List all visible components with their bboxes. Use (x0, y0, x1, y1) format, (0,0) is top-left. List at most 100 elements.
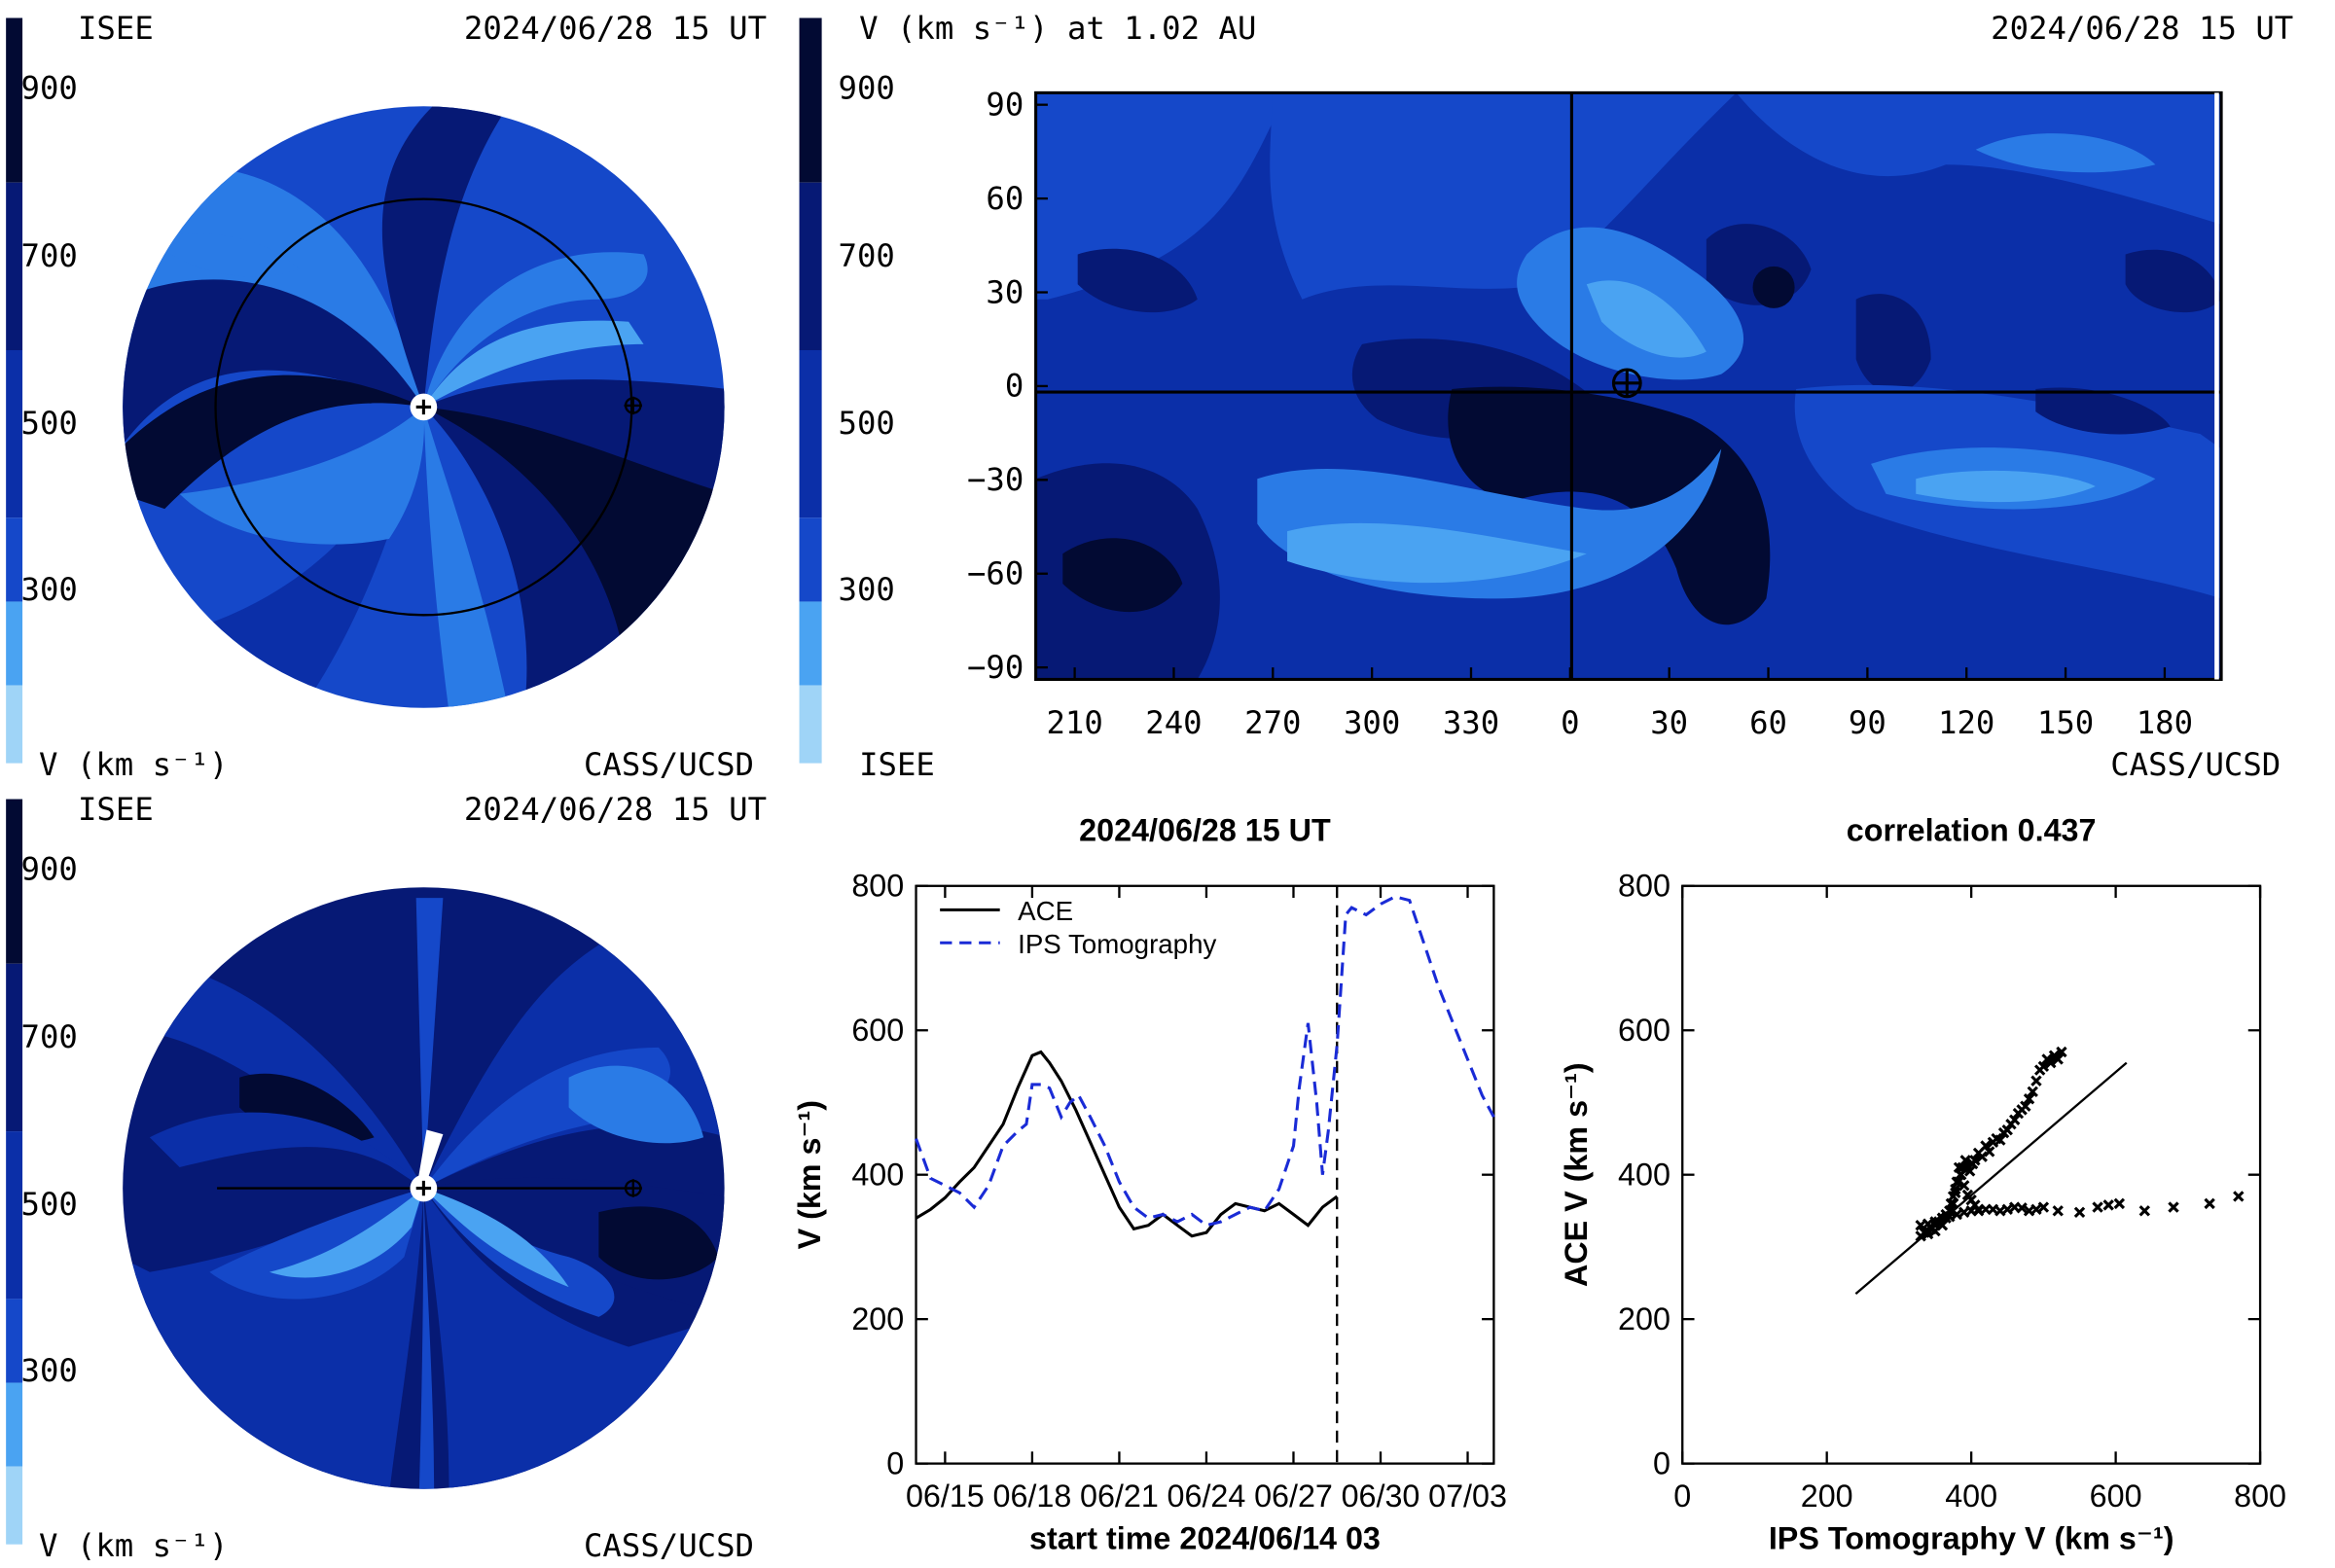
map-x-axis: 210 240 270 300 330 0 30 60 90 120 150 180 (1046, 667, 2193, 741)
sc-point-marker (1940, 1212, 1952, 1224)
cbar2-tick-900: 900 (839, 70, 895, 107)
sc-point-marker (2045, 1056, 2057, 1069)
sc-point-marker (2204, 1197, 2215, 1210)
ts-x-tick-label: 06/30 (1342, 1479, 1420, 1514)
ts-y-tick-label: 200 (851, 1301, 904, 1336)
sc-point-marker (2001, 1203, 2013, 1216)
panel-time-series: 2024/06/28 15 UT V (km s⁻¹) start time 2… (792, 813, 1507, 1556)
sc-x-tick-label: 0 (1673, 1479, 1691, 1514)
sc-point-marker (1922, 1228, 1934, 1240)
ts-x-tick-label: 07/03 (1428, 1479, 1507, 1514)
sc-x-tick-label: 600 (2090, 1479, 2142, 1514)
ts-y-tick-label: 600 (851, 1013, 904, 1048)
earth-position-icon (1611, 368, 1642, 399)
sc-point-marker (2027, 1086, 2038, 1098)
bl-org-label-left: ISEE (78, 791, 154, 828)
sc-point-marker (2052, 1053, 2064, 1065)
sc-point-marker (1984, 1146, 1995, 1158)
org-label-left: ISEE (78, 10, 154, 47)
sc-x-tick-label: 800 (2234, 1479, 2286, 1514)
sc-point-marker (2052, 1205, 2064, 1217)
map-x-tick-label: 330 (1443, 704, 1499, 741)
sc-point-marker (1969, 1155, 1981, 1166)
sc-point-marker (2016, 1202, 2028, 1214)
bl-units-label: V (km s⁻¹) (39, 1527, 228, 1564)
sc-xlabel: IPS Tomography V (km s⁻¹) (1769, 1520, 2174, 1555)
sc-fit-line (1854, 1061, 2128, 1296)
sc-point-marker (2030, 1075, 2042, 1087)
ts-x-tick-label: 06/21 (1080, 1479, 1159, 1514)
sun-plus-icon (415, 399, 432, 415)
sc-point-marker (2073, 1206, 2086, 1218)
ts-ylabel: V (km s⁻¹) (792, 1100, 827, 1249)
cbar2-tick-700: 700 (839, 237, 895, 274)
map-x-tick-label: 270 (1244, 704, 1301, 741)
units-label: V (km s⁻¹) (39, 746, 228, 783)
map-y-tick-label: −60 (967, 555, 1024, 592)
sc-point-marker (1963, 1165, 1976, 1177)
map-date: 2024/06/28 15 UT (1991, 10, 2293, 47)
cbar3-tick-700: 700 (21, 1018, 78, 1055)
map-x-tick-label: 60 (1749, 704, 1787, 741)
panel-top-right: 900 700 500 300 V (km s⁻¹) at 1.02 AU 20… (799, 10, 2293, 783)
sc-point-marker (2092, 1201, 2103, 1213)
ts-title: 2024/06/28 15 UT (1079, 813, 1331, 848)
sc-y-tick-label: 800 (1618, 869, 1670, 904)
sc-frame (1681, 884, 2262, 1465)
colorbar-left-top (6, 18, 23, 764)
map-y-tick-label: 90 (986, 86, 1024, 123)
cbar2-tick-500: 500 (839, 405, 895, 442)
sc-point-marker (2001, 1123, 2013, 1136)
sc-points (1915, 1046, 2245, 1242)
sc-point-marker (1944, 1205, 1956, 1217)
sc-point-marker (1951, 1176, 1963, 1188)
sc-point-marker (1936, 1219, 1949, 1231)
sc-point-marker (2102, 1199, 2114, 1211)
cbar-tick-700: 700 (21, 237, 78, 274)
legend-ips-label: IPS Tomography (1018, 929, 1216, 959)
map-y-tick-label: 30 (986, 273, 1024, 310)
sc-point-marker (1976, 1151, 1988, 1162)
map-title: V (km s⁻¹) at 1.02 AU (859, 10, 1256, 47)
map-x-tick-label: 120 (1938, 704, 1994, 741)
sc-point-marker (2138, 1205, 2151, 1217)
org-label-right: CASS/UCSD (584, 746, 754, 783)
cbar-tick-300: 300 (21, 571, 78, 608)
sc-title: correlation 0.437 (1847, 813, 2097, 848)
colorbar-right-top (799, 18, 822, 764)
map-x-tick-label: 210 (1046, 704, 1102, 741)
sc-y-tick-label: 0 (1653, 1445, 1670, 1480)
ts-axes: 800 600 400 200 006/15 06/18 06/21 06/24 06/27 06… (851, 869, 1507, 1515)
sc-point-marker (2023, 1093, 2035, 1105)
ts-x-tick-label: 06/15 (906, 1479, 985, 1514)
ts-x-tick-label: 06/27 (1254, 1479, 1333, 1514)
sc-point-marker (1972, 1203, 1985, 1216)
sc-point-marker (2037, 1201, 2050, 1213)
panel-scatter: correlation 0.437 ACE V (km s⁻¹) IPS Tom… (1559, 813, 2286, 1556)
sc-point-marker (2030, 1203, 2042, 1216)
bl-sun-plus-icon (415, 1180, 432, 1196)
sc-point-marker (2168, 1201, 2179, 1213)
ts-y-tick-label: 400 (851, 1157, 904, 1192)
map-x-tick-label: 180 (2137, 704, 2193, 741)
sc-point-marker (1956, 1168, 1967, 1181)
map-x-tick-label: 0 (1561, 704, 1579, 741)
map-x-tick-label: 300 (1344, 704, 1400, 741)
ts-series (915, 895, 1495, 1238)
sc-axes: 800 600 400 200 00 200 400 600 800 (1618, 869, 2286, 1515)
ts-x-tick-label: 06/18 (992, 1479, 1071, 1514)
sc-point-marker (1980, 1140, 1992, 1152)
cbar3-tick-300: 300 (21, 1352, 78, 1389)
cbar-tick-900: 900 (21, 70, 78, 107)
synoptic-velocity-map (1035, 92, 2222, 680)
sc-point-marker (1951, 1208, 1963, 1221)
map-y-tick-label: 0 (1005, 368, 1024, 405)
bl-org-label-right: CASS/UCSD (584, 1527, 754, 1564)
sc-point-marker (2008, 1114, 2021, 1125)
ts-xlabel: start time 2024/06/14 03 (1029, 1520, 1381, 1555)
series-ace-line (915, 1050, 1339, 1238)
sc-point-marker (1994, 1134, 2006, 1146)
cbar-tick-500: 500 (21, 405, 78, 442)
map-x-tick-label: 240 (1145, 704, 1202, 741)
